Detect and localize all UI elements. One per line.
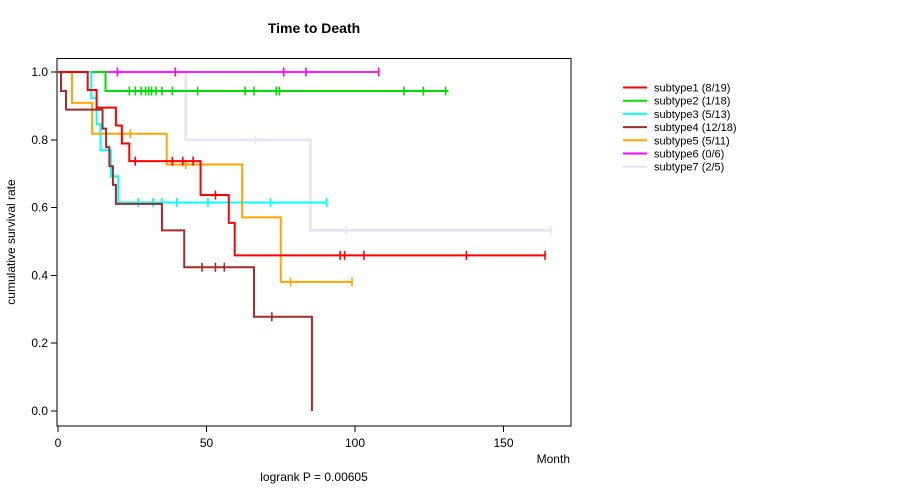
legend-label-subtype4: subtype4 (12/18) [654,122,737,134]
x-axis-label: Month [537,452,570,466]
legend-label-subtype1: subtype1 (8/19) [654,83,730,95]
y-tick-label: 0.6 [31,201,48,215]
plot-box [56,58,572,427]
legend-label-subtype3: subtype3 (5/13) [654,109,730,121]
legend: subtype1 (8/19)subtype2 (1/18)subtype3 (… [623,83,737,174]
survival-curves [58,67,552,411]
x-tick-label: 100 [345,436,365,450]
legend-label-subtype6: subtype6 (0/6) [654,149,724,161]
legend-label-subtype2: subtype2 (1/18) [654,96,730,108]
y-axis-label: cumulative survival rate [4,179,18,305]
legend-item-subtype6: subtype6 (0/6) [623,149,724,161]
curve-subtype4 [58,71,313,411]
x-tick-label: 150 [493,436,513,450]
legend-label-subtype5: subtype5 (5/11) [654,135,730,147]
legend-item-subtype3: subtype3 (5/13) [623,109,730,121]
y-tick-label: 0.4 [31,268,48,282]
legend-item-subtype1: subtype1 (8/19) [623,83,730,95]
y-tick-label: 1.0 [31,65,48,79]
curve-subtype7 [58,70,552,232]
y-tick-label: 0.0 [31,404,48,418]
chart-title: Time to Death [268,20,360,36]
curve-subtype1 [58,71,546,257]
x-tick-label: 50 [200,436,214,450]
curve-subtype3 [58,71,327,204]
legend-item-subtype5: subtype5 (5/11) [623,135,730,147]
legend-item-subtype2: subtype2 (1/18) [623,96,730,108]
legend-item-subtype4: subtype4 (12/18) [623,122,737,134]
legend-label-subtype7: subtype7 (2/5) [654,162,724,174]
logrank-p-value: logrank P = 0.00605 [260,470,368,484]
legend-item-subtype7: subtype7 (2/5) [623,162,724,174]
curve-subtype5 [58,71,353,283]
axes: 0 50 100 150 0.0 0.2 0.4 0.6 0.8 1.0 [31,58,572,450]
x-tick-label: 0 [55,436,62,450]
y-tick-label: 0.2 [31,336,48,350]
y-tick-label: 0.8 [31,133,48,147]
